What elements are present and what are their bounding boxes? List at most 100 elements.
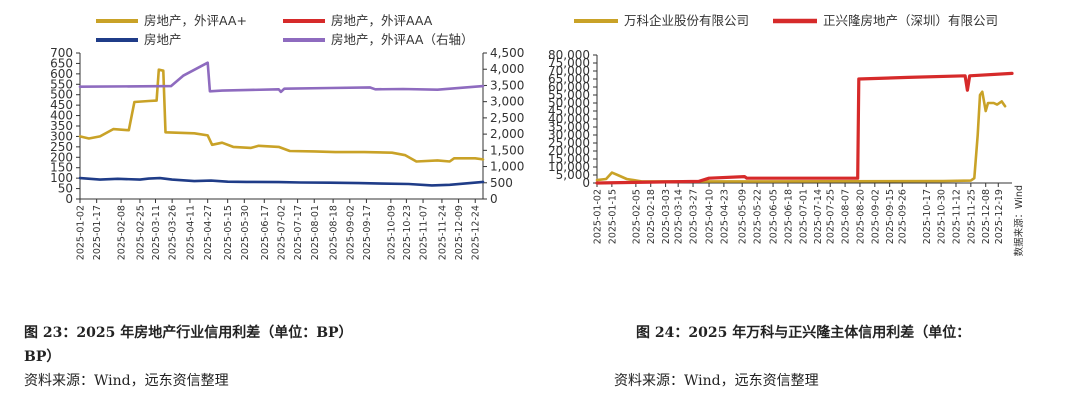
- x-tick-label: 2025-02-18: [646, 189, 657, 244]
- figure-caption-left-continued: BP）: [24, 349, 61, 365]
- x-tick-label: 2025-02-25: [135, 205, 146, 260]
- y-tick-label: 150: [50, 161, 73, 175]
- y-tick-label: 80,000: [548, 48, 590, 62]
- legend-item-aa-plus: 房地产，外评AA+: [96, 13, 247, 28]
- y-tick-label-right: 1,500: [490, 143, 524, 157]
- legend-label: 房地产: [144, 32, 182, 47]
- y-tick-label: 50: [58, 182, 73, 196]
- y-tick-label: 25,000: [548, 136, 590, 150]
- x-tick-label: 2025-07-14: [813, 189, 824, 244]
- x-tick-label: 2025-11-25: [966, 189, 977, 244]
- y-tick-label: 40,000: [548, 112, 590, 126]
- y-tick-label: 400: [50, 109, 73, 123]
- source-note-left: 资料来源：Wind，远东资信整理: [24, 373, 229, 389]
- y-tick-label: 600: [50, 67, 73, 81]
- x-tick-label: 2025-03-14: [674, 189, 685, 244]
- y-tick-label: 45,000: [548, 104, 590, 118]
- x-tick-label: 2025-05-15: [223, 205, 234, 260]
- x-tick-label: 2025-03-03: [661, 189, 672, 244]
- x-tick-label: 2025-03-26: [168, 205, 179, 260]
- x-tick-label: 2025-12-24: [471, 205, 482, 260]
- y-tick-label: 20,000: [548, 144, 590, 158]
- y-tick-label-right: 500: [490, 176, 513, 190]
- x-tick-label: 2025-08-01: [310, 205, 321, 260]
- y-tick-label: 75,000: [548, 56, 590, 70]
- series-line-1: [595, 71, 1014, 185]
- x-tick-label: 2025-04-10: [705, 189, 716, 244]
- legend-label: 房地产，外评AAA: [331, 13, 433, 28]
- y-tick-label-right: 3,000: [490, 95, 524, 109]
- y-tick-label: 15,000: [548, 152, 590, 166]
- x-tick-label: 2025-08-18: [329, 205, 340, 260]
- y-tick-label: 350: [50, 119, 73, 133]
- y-tick-label: 0: [582, 176, 590, 190]
- series-line-3: [78, 61, 485, 94]
- x-tick-label: 2025-01-02: [593, 189, 604, 244]
- y-tick-label-right: 4,000: [490, 62, 524, 76]
- x-tick-label: 2025-07-02: [276, 205, 287, 260]
- x-tick-label: 2025-06-17: [260, 205, 271, 260]
- y-tick-label-right: 4,500: [490, 46, 524, 60]
- x-tick-label: 2025-01-17: [92, 205, 103, 260]
- y-tick-label: 250: [50, 140, 73, 154]
- series-line-0: [595, 90, 1007, 183]
- source-note-right: 资料来源：Wind，远东资信整理: [614, 373, 819, 389]
- chart-left-plot: [78, 61, 485, 187]
- y-tick-label-right: 2,000: [490, 127, 524, 141]
- legend-item-vanke: 万科企业股份有限公司: [574, 13, 749, 28]
- x-tick-label: 2025-06-05: [769, 189, 780, 244]
- y-tick-label-right: 0: [490, 192, 498, 206]
- x-tick-label: 2025-10-23: [402, 205, 413, 260]
- legend-label: 万科企业股份有限公司: [624, 13, 749, 28]
- y-tick-label: 5,000: [556, 168, 590, 182]
- x-tick-label: 2025-11-24: [437, 205, 448, 260]
- chart-right: 万科企业股份有限公司 正兴隆房地产（深圳）有限公司 05,00010,00015…: [548, 13, 1025, 256]
- x-tick-label: 2025-01-02: [76, 205, 87, 260]
- figure-caption-left: 图 23：2025 年房地产行业信用利差（单位：BP）: [24, 325, 353, 341]
- y-tick-label: 300: [50, 129, 73, 143]
- series-line-0: [78, 68, 485, 163]
- y-tick-label: 50,000: [548, 96, 590, 110]
- x-tick-label: 2025-04-23: [719, 189, 730, 244]
- y-tick-label: 65,000: [548, 72, 590, 86]
- x-tick-label: 2025-07-17: [293, 205, 304, 260]
- y-tick-label-right: 3,500: [490, 78, 524, 92]
- y-tick-label: 200: [50, 150, 73, 164]
- series-line-2: [78, 176, 485, 187]
- x-tick-label: 2025-05-30: [240, 205, 251, 260]
- legend-label: 房地产，外评AA（右轴）: [331, 32, 473, 47]
- x-tick-label: 2025-11-12: [951, 189, 962, 244]
- y-tick-label: 70,000: [548, 64, 590, 78]
- y-tick-label: 30,000: [548, 128, 590, 142]
- y-tick-label-right: 2,500: [490, 111, 524, 125]
- y-tick-label: 60,000: [548, 80, 590, 94]
- chart-right-legend: 万科企业股份有限公司 正兴隆房地产（深圳）有限公司: [574, 13, 998, 28]
- x-tick-label: 2025-08-07: [841, 189, 852, 244]
- y-tick-label: 10,000: [548, 160, 590, 174]
- x-tick-label: 2025-09-26: [898, 189, 909, 244]
- x-tick-label: 2025-03-11: [151, 205, 162, 260]
- x-tick-label: 2025-07-25: [826, 189, 837, 244]
- y-tick-label: 0: [65, 192, 73, 206]
- y-tick-label: 700: [50, 46, 73, 60]
- x-tick-label: 2025-10-09: [386, 205, 397, 260]
- x-tick-label: 2025-04-11: [185, 205, 196, 260]
- y-tick-label: 550: [50, 77, 73, 91]
- y-tick-label: 500: [50, 88, 73, 102]
- chart-left-axes: 0501001502002503003504004505005506006507…: [50, 46, 524, 260]
- x-tick-label: 2025-06-18: [783, 189, 794, 244]
- x-tick-label: 2025-12-08: [981, 189, 992, 244]
- y-tick-label-right: 1,000: [490, 160, 524, 174]
- x-tick-label: 2025-10-30: [937, 189, 948, 244]
- chart-right-plot: [595, 71, 1014, 185]
- x-tick-label: 2025-09-02: [870, 189, 881, 244]
- legend-item-aaa: 房地产，外评AAA: [283, 13, 433, 28]
- x-tick-label: 2025-12-09: [454, 205, 465, 260]
- x-tick-label: 2025-03-27: [689, 189, 700, 244]
- legend-item-zhengxinglong: 正兴隆房地产（深圳）有限公司: [773, 13, 998, 28]
- y-tick-label: 35,000: [548, 120, 590, 134]
- y-tick-label: 450: [50, 98, 73, 112]
- x-tick-label: 2025-11-07: [419, 205, 430, 260]
- chart-left-legend: 房地产，外评AA+ 房地产，外评AAA 房地产 房地产，外评AA（右轴）: [96, 13, 473, 47]
- x-tick-label: 2025-05-22: [753, 189, 764, 244]
